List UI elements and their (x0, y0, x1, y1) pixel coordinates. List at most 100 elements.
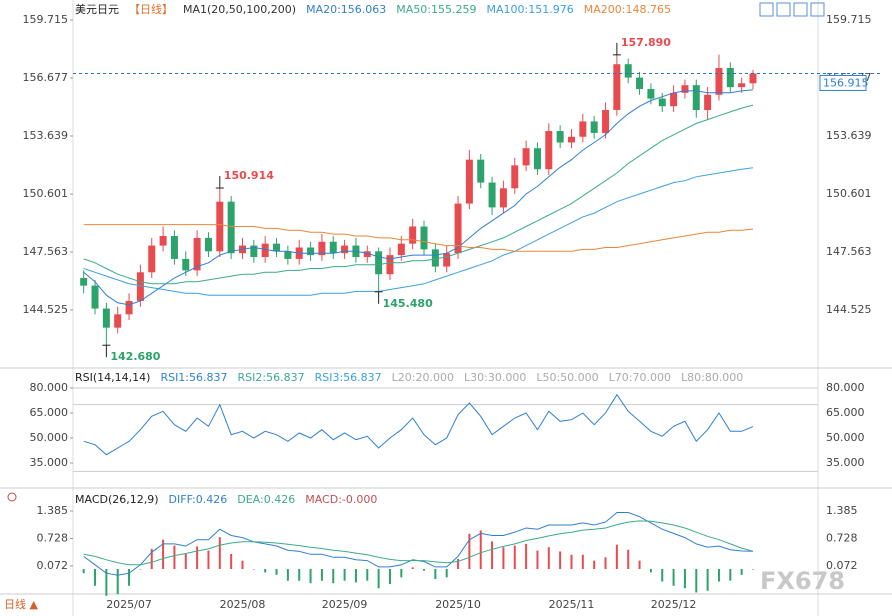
x-tick-label: 2025/09 (322, 598, 368, 611)
legend-entry: DEA:0.426 (237, 493, 295, 506)
macd-bar (717, 569, 720, 582)
macd-bar (729, 569, 732, 581)
y-tick-label: 156.677 (23, 71, 69, 84)
macd-bar (309, 569, 312, 584)
icon[interactable] (759, 2, 774, 17)
legend-entry: 【日线】 (129, 2, 173, 16)
candle-body (499, 188, 507, 208)
candle-body (273, 243, 281, 252)
legend-entry: RSI3:56.837 (315, 371, 382, 384)
macd-bar (445, 569, 448, 578)
macd-bar (105, 569, 108, 596)
macd-bar (366, 569, 369, 581)
candle-body (636, 77, 644, 90)
candle-body (136, 272, 144, 301)
macd-bar (661, 569, 664, 582)
macd-bar (411, 567, 414, 570)
macd-bar (706, 569, 709, 591)
y-tick-label-right: 1.385 (826, 504, 858, 517)
macd-bar (320, 569, 323, 581)
last-price-label: 156.915 (823, 76, 869, 89)
candle-body (284, 251, 292, 259)
macd-bar (434, 569, 437, 580)
macd-bar (683, 569, 686, 589)
candle-body (409, 226, 417, 244)
candle-body (738, 83, 746, 88)
x-tick-label: 2025/10 (435, 598, 481, 611)
candle-body (670, 92, 678, 107)
y-tick-label: 1.385 (37, 504, 69, 517)
extreme-label: 145.480 (383, 297, 433, 310)
macd-bar (286, 569, 289, 581)
macd-bar (570, 554, 573, 570)
legend-entry: MA1(20,50,100,200) (183, 3, 296, 16)
macd-bar (581, 554, 584, 570)
legend-entry: MA20:156.063 (306, 3, 386, 16)
candle-body (80, 278, 88, 286)
candle-body (397, 243, 405, 256)
candle-body (602, 110, 610, 133)
legend-entry: L30:30.000 (464, 371, 526, 384)
y-tick-label: 159.715 (23, 13, 69, 26)
y-tick-label-right: 147.563 (826, 245, 872, 258)
candle-body (204, 237, 212, 252)
candle-body (261, 243, 269, 258)
icon[interactable] (810, 2, 825, 17)
moving-average (83, 104, 754, 285)
macd-bar (82, 569, 85, 574)
legend-entry: L70:70.000 (609, 371, 671, 384)
candle-body (193, 237, 201, 271)
legend-entry: 美元日元 (75, 3, 119, 16)
candle-body (386, 255, 394, 275)
macd-bar (218, 537, 221, 570)
candle-body (307, 247, 315, 256)
y-tick-label-right: 144.525 (826, 303, 872, 316)
icon[interactable] (793, 2, 808, 17)
candle-body (431, 249, 439, 267)
icon[interactable] (776, 2, 791, 17)
candle-body (545, 131, 553, 170)
candle-body (749, 73, 757, 84)
candle-body (114, 314, 122, 328)
candle-body (170, 236, 178, 259)
y-tick-label: 0.728 (37, 532, 69, 545)
macd-bar (513, 545, 516, 570)
macd-bar (491, 541, 494, 570)
macd-bar (128, 569, 131, 586)
macd-bar (196, 546, 199, 570)
y-tick-label-right: 35.000 (826, 456, 865, 469)
y-tick-label: 35.000 (30, 456, 69, 469)
toolbar-icons[interactable] (759, 2, 825, 17)
y-tick-label: 50.000 (30, 431, 69, 444)
candle-body (102, 308, 110, 328)
candle-body (125, 300, 133, 315)
macd-bar (298, 569, 301, 581)
macd-bar (672, 569, 675, 586)
candle-body (613, 64, 621, 111)
x-tick-label: 2025/07 (106, 598, 152, 611)
x-tick-label: 2025/11 (549, 598, 595, 611)
period-button[interactable]: 日线 ▲ (4, 597, 38, 611)
candle-body (148, 245, 156, 273)
candle-body (658, 98, 666, 107)
candle-body (363, 251, 371, 258)
candle-body (318, 241, 326, 256)
settings-icon[interactable] (7, 492, 17, 502)
y-tick-label: 144.525 (23, 303, 69, 316)
candle-body (250, 245, 258, 258)
macd-bar (377, 569, 380, 589)
candle-body (454, 203, 462, 254)
candle-body (692, 85, 700, 111)
legend-entry: RSI1:56.837 (160, 371, 227, 384)
macd-bar (627, 549, 630, 570)
candle-body (465, 159, 473, 204)
macd-bar (604, 557, 607, 570)
macd-bar (593, 560, 596, 570)
macd-bar (332, 569, 335, 584)
y-tick-label-right: 80.000 (826, 381, 865, 394)
legend-entry: MACD(26,12,9) (75, 493, 159, 506)
macd-bar (615, 544, 618, 570)
macd-bar (536, 550, 539, 570)
y-tick-label: 150.601 (23, 187, 69, 200)
candle-body (533, 148, 541, 170)
